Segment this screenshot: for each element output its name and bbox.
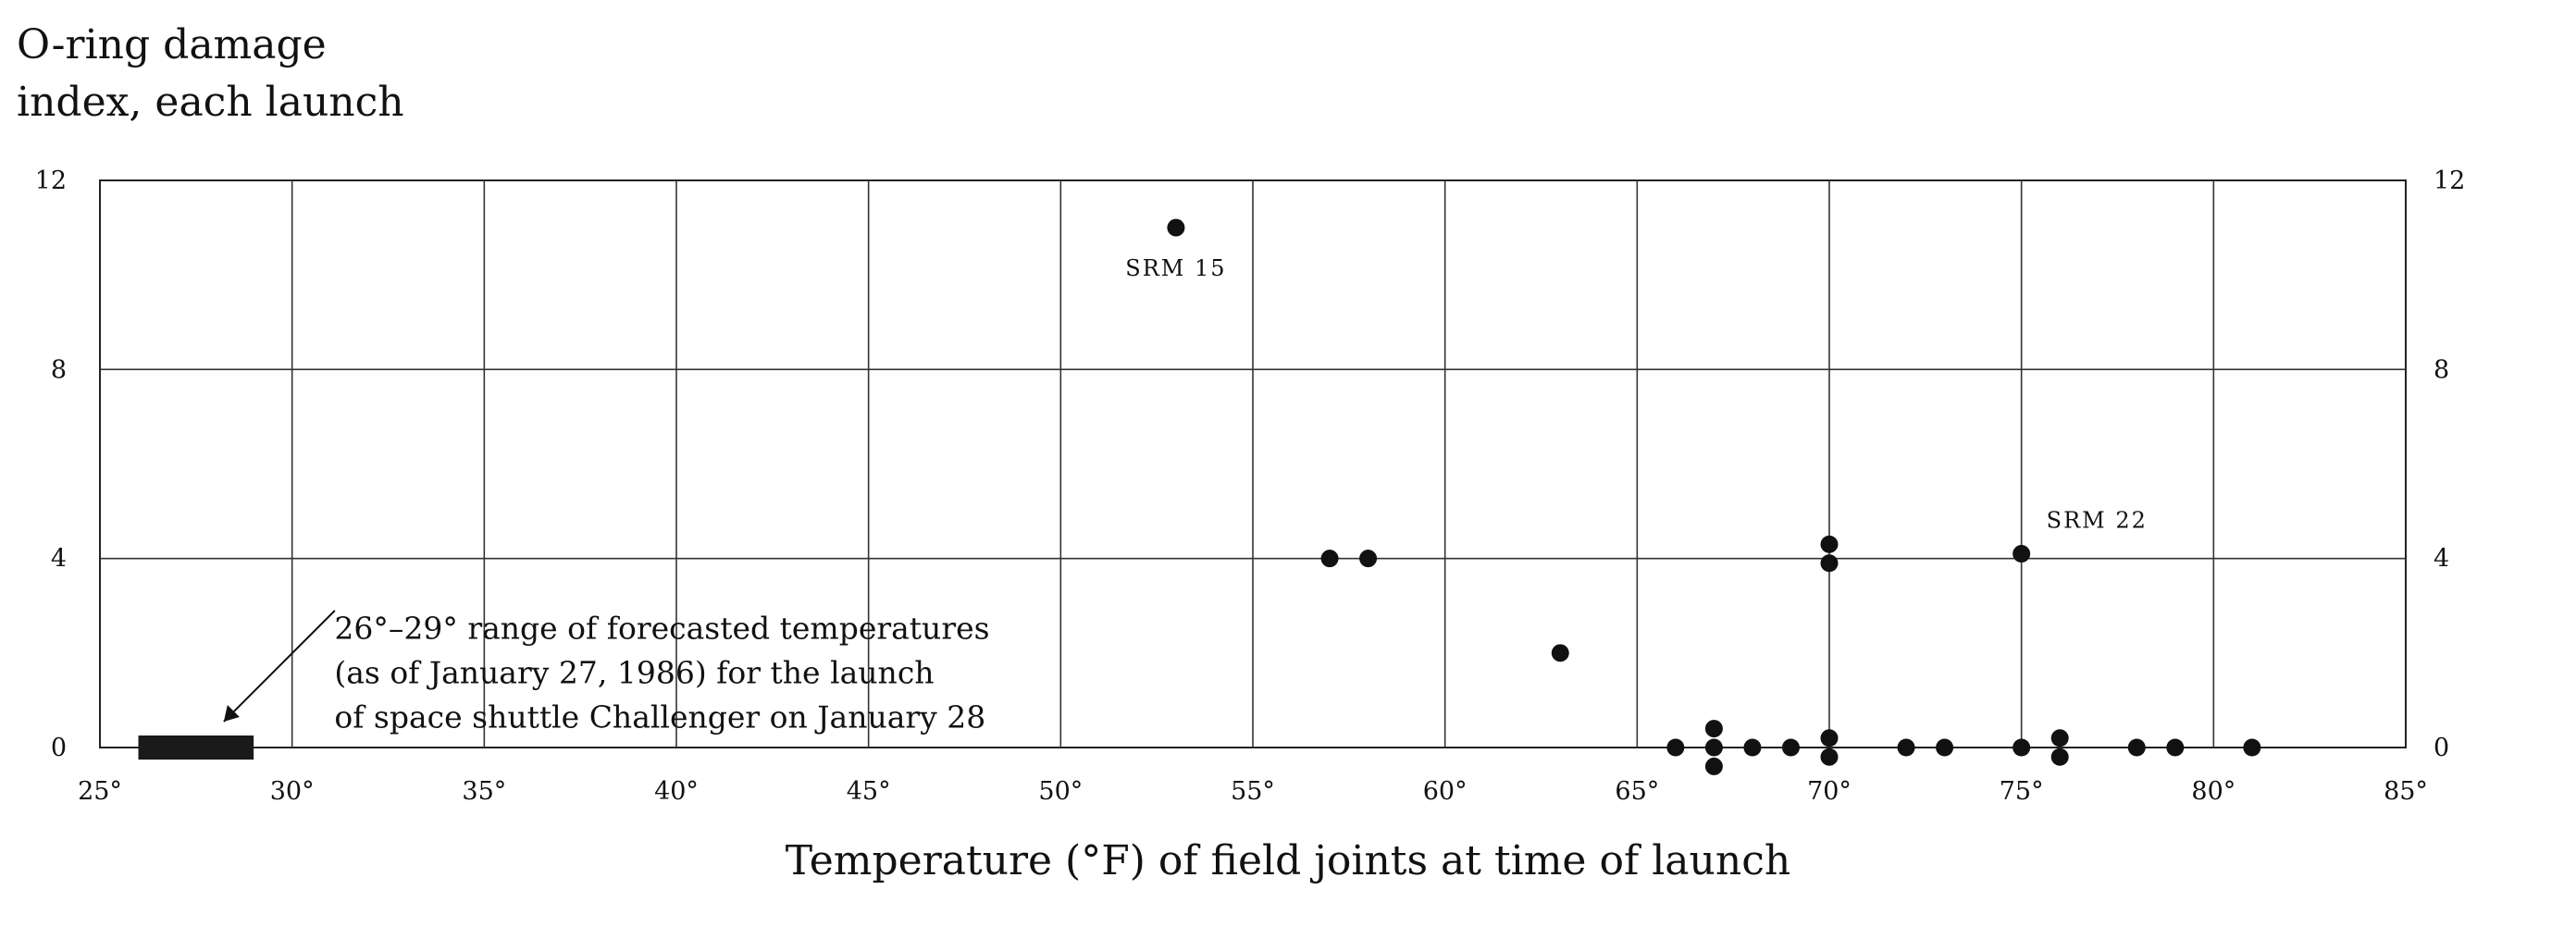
forecast-annotation-line: 26°–29° range of forecasted temperatures [334,611,989,647]
data-point [1820,748,1839,766]
y-axis-title-line-2: index, each launch [17,79,404,126]
point-label: SRM 15 [1125,255,1226,281]
y-tick-label-right: 4 [2434,545,2449,574]
annotation-arrow-line [223,610,336,723]
y-axis-title-line-1: O-ring damage [17,21,327,68]
x-tick-label: 85° [2384,777,2428,806]
data-point [1820,535,1839,553]
data-point [1897,738,1915,757]
y-tick-label-right: 0 [2434,734,2449,762]
x-tick-label: 60° [1423,777,1468,806]
y-tick-label-right: 8 [2434,355,2449,384]
x-tick-label: 35° [462,777,506,806]
y-axis-title: O-ring damage index, each launch [17,17,404,131]
forecast-annotation-line: (as of January 27, 1986) for the launch [334,655,934,691]
x-tick-label: 25° [78,777,122,806]
y-tick-label-left: 12 [35,167,67,195]
data-point [1666,738,1685,757]
data-point [1167,218,1185,237]
x-tick-label: 70° [1807,777,1852,806]
x-axis-title: Temperature (°F) of field joints at time… [785,837,1791,884]
data-point [1704,757,1723,775]
forecast-annotation-line: of space shuttle Challenger on January 2… [334,699,985,735]
x-tick-label: 75° [2000,777,2044,806]
data-point [1936,738,1954,757]
data-point [1820,554,1839,573]
data-point [1320,550,1339,568]
x-tick-label: 45° [847,777,891,806]
data-point [1704,720,1723,738]
data-point [2012,738,2031,757]
data-point [2012,545,2031,563]
data-point [1704,738,1723,757]
data-point [2243,738,2261,757]
point-label: SRM 22 [2047,508,2148,534]
data-point [2127,738,2146,757]
y-tick-label-left: 4 [51,545,67,574]
data-point [2166,738,2185,757]
x-tick-label: 65° [1615,777,1659,806]
x-tick-label: 40° [654,777,699,806]
x-tick-label: 55° [1231,777,1275,806]
forecast-range-bar [138,735,254,760]
x-tick-label: 50° [1038,777,1083,806]
data-point [1743,738,1762,757]
data-point [1551,644,1569,662]
data-point [2050,729,2069,748]
y-tick-label-right: 12 [2434,167,2465,195]
data-point [1359,550,1378,568]
y-tick-label-left: 8 [51,355,67,384]
data-point [2050,748,2069,766]
x-tick-label: 80° [2191,777,2235,806]
data-point [1781,738,1800,757]
x-tick-label: 30° [270,777,315,806]
y-tick-label-left: 0 [51,734,67,762]
data-point [1820,729,1839,748]
annotation-arrow-head [223,705,240,722]
